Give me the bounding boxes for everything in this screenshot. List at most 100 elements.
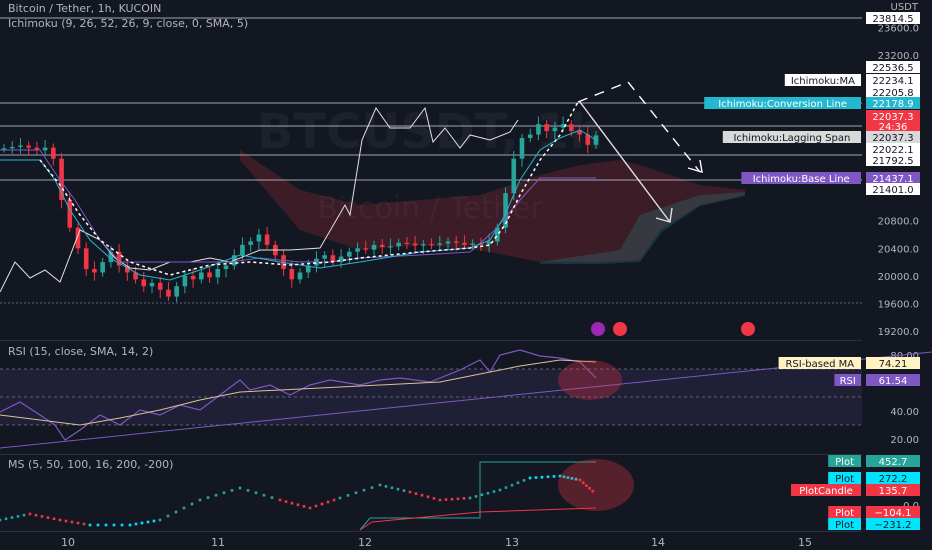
ms-point [64, 519, 68, 523]
candle-body [297, 272, 303, 280]
ms-point [206, 496, 210, 499]
ms-point [314, 504, 318, 508]
candle-body [125, 265, 130, 273]
candle-body [585, 134, 591, 145]
ms-point [262, 493, 266, 497]
candle-body [379, 244, 385, 247]
ms-point [578, 478, 582, 482]
price-tag-box [866, 172, 920, 184]
candle-body [338, 256, 344, 263]
ms-point [562, 475, 566, 479]
candle-body [404, 242, 410, 245]
ms-point [52, 517, 56, 521]
candle-body [429, 244, 434, 246]
ms-point [546, 475, 550, 479]
rsi-legend[interactable]: RSI (15, close, SMA, 14, 2) [8, 345, 154, 358]
candle-body [569, 124, 574, 132]
ichimoku-lagging-span [0, 106, 519, 293]
price-tag-label-box [741, 172, 861, 184]
candle-body [511, 158, 517, 194]
rsi-tag-box [866, 357, 920, 369]
ichimoku-legend[interactable]: Ichimoku (9, 26, 52, 26, 9, close, 0, SM… [8, 17, 249, 30]
ms-point [174, 510, 178, 514]
ms-point [4, 517, 8, 521]
x-tick-label: 14 [651, 536, 665, 549]
ms-point [468, 496, 472, 500]
ichimoku-cloud-bullish [540, 192, 745, 264]
ms-point [320, 502, 324, 506]
ms-point [486, 491, 490, 495]
x-tick-label: 11 [211, 536, 225, 549]
ms-point [308, 506, 312, 510]
price-tag-box [866, 97, 920, 109]
ms-point [370, 486, 374, 489]
ms-point [558, 474, 562, 478]
price-tag-label: Ichimoku:Conversion Line [718, 99, 847, 110]
y-tick-label: 40.00 [890, 407, 919, 418]
candle-body [59, 158, 64, 201]
ms-highlight-ellipse [558, 459, 634, 511]
ms-point [474, 495, 478, 498]
candle-body [166, 289, 171, 297]
symbol-title[interactable]: Bitcoin / Tether, 1h, KUCOIN [8, 2, 162, 15]
ms-point [384, 485, 388, 488]
price-tag-box [866, 110, 920, 122]
ms-point [104, 523, 108, 527]
ichimoku-conversion-line [0, 129, 597, 281]
ms-point [296, 503, 300, 507]
ms-point [140, 521, 144, 525]
ms-point [134, 522, 138, 526]
candle-body [330, 255, 336, 263]
ms-tag-value: 272.2 [879, 474, 908, 485]
candle-body [445, 241, 451, 244]
price-tag-label: Ichimoku:MA [791, 76, 855, 87]
x-tick-label: 10 [61, 536, 75, 549]
ms-tag-value: 452.7 [879, 457, 908, 468]
ms-point [332, 498, 336, 502]
ms-point [290, 501, 294, 505]
price-tag-label-box [722, 131, 861, 143]
ms-point [182, 506, 186, 510]
ms-point [566, 476, 570, 479]
price-tag-value: 21401.0 [872, 185, 913, 196]
event-icon [591, 322, 605, 336]
ms-point [278, 498, 282, 502]
candle-body [108, 251, 114, 263]
ms-point [246, 489, 250, 492]
ms-tag-box [866, 518, 920, 530]
candle-body [26, 145, 31, 148]
candle-body [182, 275, 188, 287]
candle-body [437, 243, 443, 245]
price-tag-value: 21437.1 [872, 174, 913, 185]
candle-body [240, 244, 245, 256]
candle-body [141, 279, 147, 287]
ms-point [585, 484, 588, 487]
candle-body [34, 147, 40, 151]
rsi-band [0, 369, 862, 425]
candle-body [396, 242, 401, 247]
ms-point [146, 520, 150, 524]
x-tick-label: 15 [798, 536, 812, 549]
ms-point [326, 500, 330, 504]
ms-point [112, 523, 116, 527]
ms-point [158, 518, 162, 522]
ms-tag-box [866, 455, 920, 467]
y-tick-label: 19600.0 [878, 300, 919, 311]
candle-body [133, 272, 138, 280]
price-tag-label: Ichimoku:Lagging Span [733, 133, 850, 144]
ichimoku-cloud-bearish [240, 150, 745, 262]
candle-body [190, 275, 196, 280]
ms-legend[interactable]: MS (5, 50, 100, 16, 200, -200) [8, 458, 174, 471]
ms-tag-label: Plot [835, 457, 854, 468]
ms-point [540, 475, 544, 479]
ms-point [70, 520, 74, 524]
price-tag-value: 22037.3 [872, 133, 913, 144]
ms-point [40, 515, 44, 518]
ms-point [284, 500, 288, 503]
candle-body [462, 242, 467, 245]
ms-point [504, 486, 508, 489]
ms-point [58, 518, 62, 522]
price-tag-value: 22022.1 [872, 145, 913, 156]
rsi-tag-value: 74.21 [879, 359, 908, 370]
